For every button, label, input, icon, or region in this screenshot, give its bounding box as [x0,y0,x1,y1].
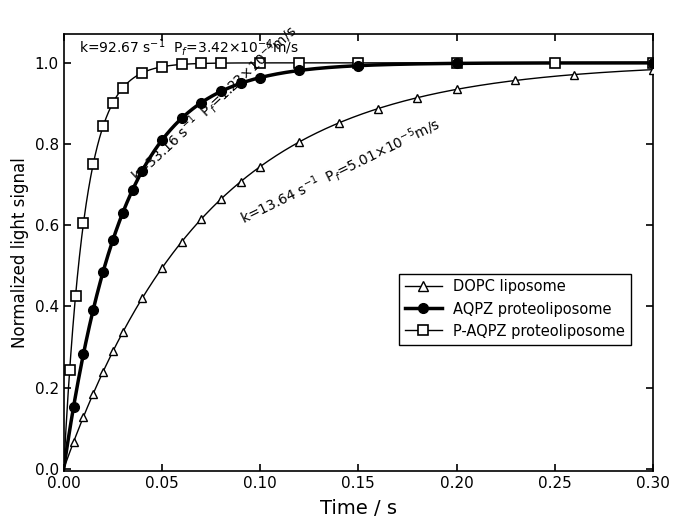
Text: k=13.64 s$^{-1}$  P$_f$=5.01$\times$10$^{-5}$m/s: k=13.64 s$^{-1}$ P$_f$=5.01$\times$10$^{… [236,113,444,229]
Y-axis label: Normalized light signal: Normalized light signal [11,157,29,348]
Legend: DOPC liposome, AQPZ proteoliposome, P-AQPZ proteoliposome: DOPC liposome, AQPZ proteoliposome, P-AQ… [399,273,631,345]
Text: k=33.16 s$^{-1}$  P$_f$=1.23$\times$10$^{-4}$m/s: k=33.16 s$^{-1}$ P$_f$=1.23$\times$10$^{… [127,21,302,186]
X-axis label: Time / s: Time / s [320,499,397,518]
Text: k=92.67 s$^{-1}$  P$_f$=3.42$\times$10$^{-4}$m/s: k=92.67 s$^{-1}$ P$_f$=3.42$\times$10$^{… [80,37,300,58]
